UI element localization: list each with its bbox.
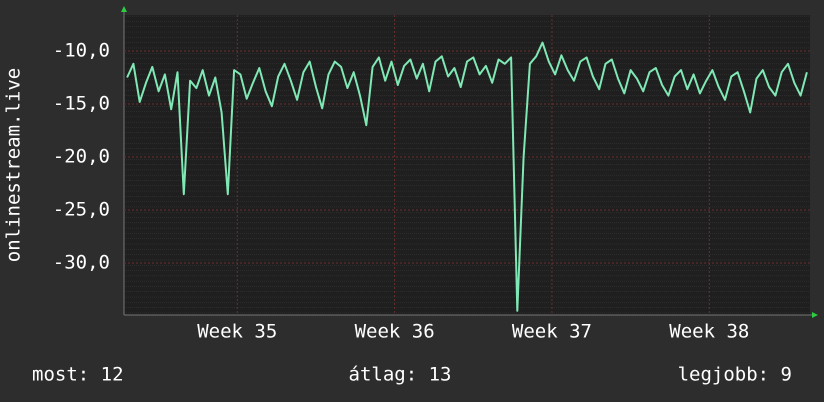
stat-now: most: 12 xyxy=(32,364,124,386)
x-tick-label: Week 38 xyxy=(669,321,749,343)
y-tick-label: -15,0 xyxy=(53,93,110,115)
y-axis-label: onlinestream.live xyxy=(3,68,25,262)
y-tick-label: -25,0 xyxy=(53,199,110,221)
x-arrow xyxy=(812,312,818,318)
y-arrow xyxy=(121,6,127,12)
x-tick-label: Week 35 xyxy=(197,321,277,343)
y-tick-label: -10,0 xyxy=(53,40,110,62)
data-line xyxy=(126,41,808,312)
y-tick-label: -20,0 xyxy=(53,146,110,168)
y-tick-label: -30,0 xyxy=(53,252,110,274)
x-tick-label: Week 36 xyxy=(355,321,435,343)
x-tick-label: Week 37 xyxy=(512,321,592,343)
stat-best: legjobb: 9 xyxy=(678,364,792,386)
minor-grid xyxy=(124,15,810,315)
stat-average: átlag: 13 xyxy=(349,364,452,386)
